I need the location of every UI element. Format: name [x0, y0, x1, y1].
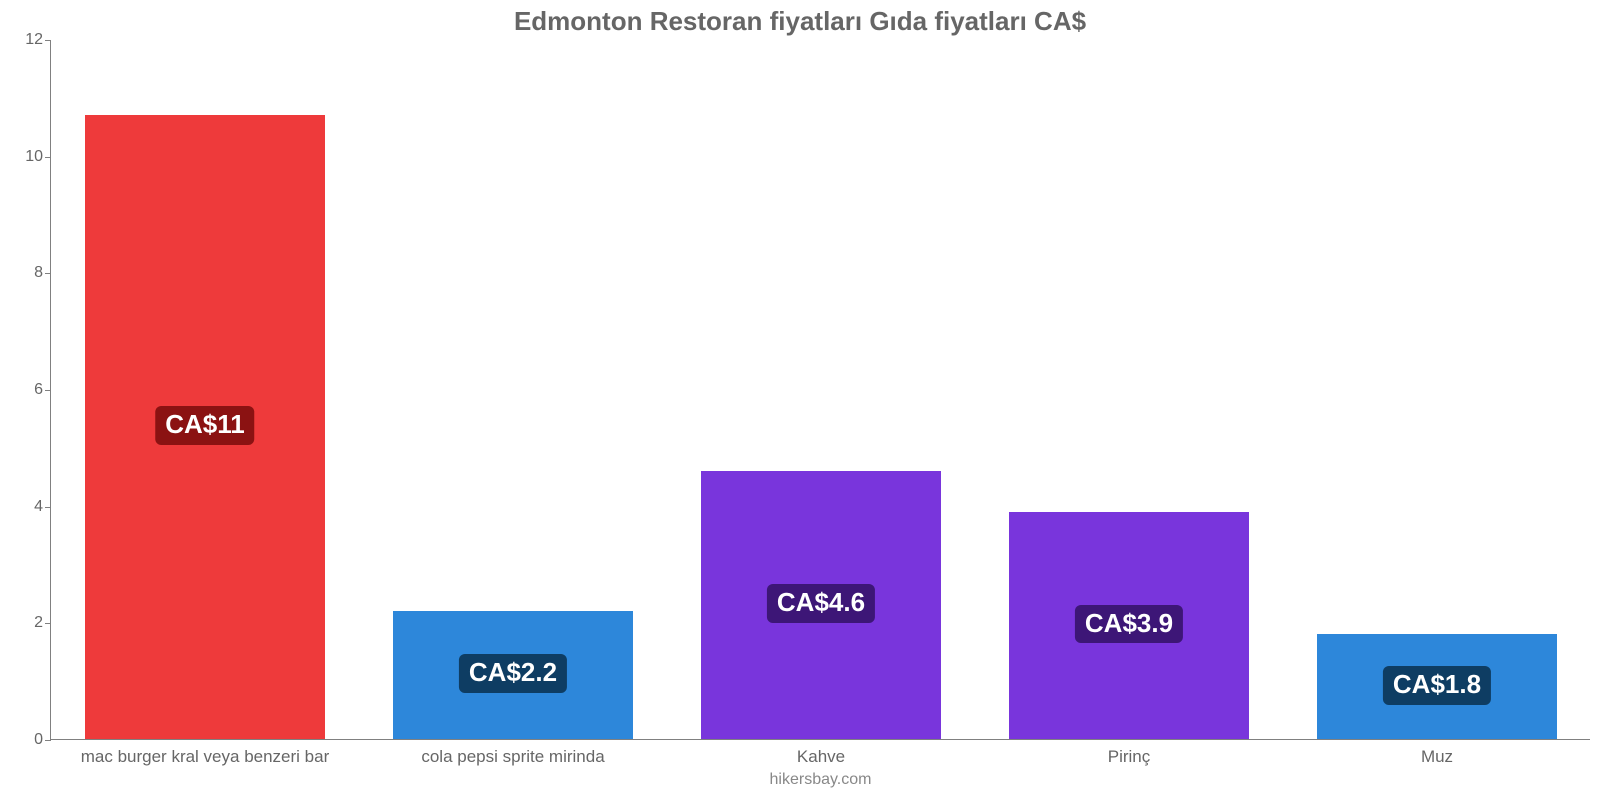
chart-container: Edmonton Restoran fiyatları Gıda fiyatla… — [0, 0, 1600, 800]
bar: CA$1.8 — [1317, 634, 1557, 739]
y-tick-mark — [45, 390, 51, 391]
x-tick-label: mac burger kral veya benzeri bar — [81, 747, 330, 767]
y-tick-mark — [45, 157, 51, 158]
y-tick-label: 12 — [11, 31, 43, 49]
value-badge: CA$3.9 — [1075, 605, 1183, 644]
bar: CA$2.2 — [393, 611, 633, 739]
bar: CA$11 — [85, 115, 325, 739]
chart-caption: hikersbay.com — [51, 771, 1590, 789]
plot-area: hikersbay.com 024681012CA$11mac burger k… — [50, 40, 1590, 740]
value-badge: CA$1.8 — [1383, 666, 1491, 705]
y-tick-label: 6 — [11, 381, 43, 399]
y-tick-mark — [45, 273, 51, 274]
chart-title: Edmonton Restoran fiyatları Gıda fiyatla… — [0, 6, 1600, 37]
y-tick-label: 0 — [11, 731, 43, 749]
y-tick-mark — [45, 740, 51, 741]
x-tick-label: Kahve — [797, 747, 845, 767]
y-tick-mark — [45, 623, 51, 624]
bar: CA$3.9 — [1009, 512, 1249, 740]
y-tick-mark — [45, 507, 51, 508]
bar: CA$4.6 — [701, 471, 941, 739]
x-tick-label: cola pepsi sprite mirinda — [421, 747, 604, 767]
value-badge: CA$2.2 — [459, 654, 567, 693]
x-tick-label: Pirinç — [1108, 747, 1151, 767]
y-tick-label: 4 — [11, 498, 43, 516]
y-tick-label: 8 — [11, 264, 43, 282]
y-tick-label: 2 — [11, 614, 43, 632]
x-tick-label: Muz — [1421, 747, 1453, 767]
y-tick-label: 10 — [11, 148, 43, 166]
y-tick-mark — [45, 40, 51, 41]
value-badge: CA$4.6 — [767, 584, 875, 623]
value-badge: CA$11 — [155, 406, 255, 445]
